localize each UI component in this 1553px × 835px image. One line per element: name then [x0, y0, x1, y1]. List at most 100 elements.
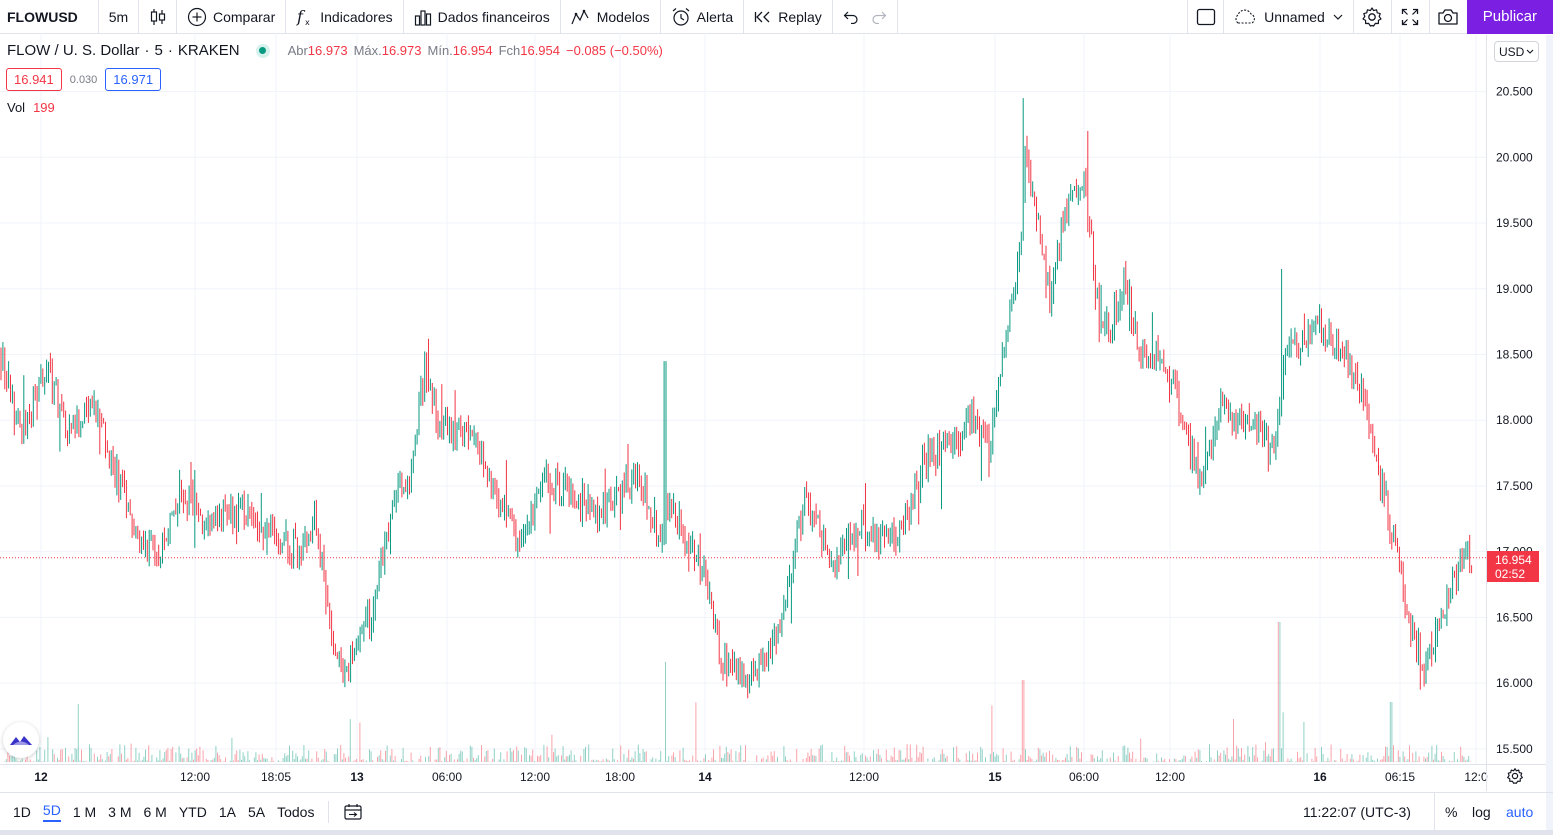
compare-button[interactable]: Comparar — [177, 0, 287, 34]
volume-bar — [33, 761, 34, 762]
volume-bar — [1316, 756, 1318, 762]
auto-scale-toggle[interactable]: auto — [1506, 793, 1533, 831]
volume-bar — [481, 745, 482, 762]
price-axis-label: 16.000 — [1496, 676, 1533, 690]
volume-bar — [553, 752, 554, 762]
axis-settings-icon[interactable] — [1506, 767, 1524, 785]
volume-bar — [1285, 761, 1287, 762]
ask-price: 16.971 — [113, 72, 154, 87]
range-button-3m[interactable]: 3 M — [102, 793, 137, 831]
volume-bar — [917, 757, 919, 762]
range-button-1d[interactable]: 1D — [7, 793, 37, 831]
range-button-ytd[interactable]: YTD — [173, 793, 213, 831]
chart-style-button[interactable] — [139, 0, 177, 34]
snapshot-button[interactable] — [1428, 0, 1467, 34]
volume-bar — [940, 754, 942, 762]
volume-bar — [783, 746, 785, 762]
percent-scale-toggle[interactable]: % — [1434, 793, 1457, 831]
volume-bar — [980, 746, 982, 762]
volume-bar — [572, 760, 574, 762]
volume-bar — [460, 750, 462, 762]
go-to-date-button[interactable] — [328, 800, 363, 823]
range-button-1m[interactable]: 1 M — [67, 793, 102, 831]
timezone-clock[interactable]: 11:22:07 (UTC-3) — [1303, 793, 1411, 831]
redo-icon[interactable] — [871, 10, 887, 24]
volume-bar — [271, 757, 273, 762]
volume-bar — [777, 756, 778, 762]
volume-bar — [146, 760, 148, 762]
price-chart[interactable]: 20.500 20.000 19.500 19.000 18.500 18.000 17.5… — [0, 35, 1546, 791]
currency-dropdown[interactable]: USD — [1494, 41, 1540, 62]
volume-bar — [703, 758, 705, 762]
interval-button[interactable]: 5m — [99, 0, 139, 34]
legend-title[interactable]: FLOW / U. S. Dollar — [7, 42, 140, 59]
templates-button[interactable]: Modelos — [561, 0, 661, 34]
log-scale-toggle[interactable]: log — [1472, 793, 1491, 831]
volume-bar — [4, 761, 6, 762]
volume-bar — [775, 761, 777, 762]
volume-bar — [60, 749, 62, 762]
volume-bar — [513, 750, 514, 762]
publish-button[interactable]: Publicar — [1466, 0, 1553, 34]
volume-bar — [914, 760, 916, 762]
financials-button[interactable]: Dados financeiros — [404, 0, 561, 34]
volume-bar — [1431, 745, 1433, 762]
chart-area[interactable]: 20.500 20.000 19.500 19.000 18.500 18.000 17.5… — [0, 35, 1553, 791]
tradingview-logo-button[interactable] — [3, 722, 39, 758]
layout-button[interactable] — [1187, 0, 1223, 34]
volume-bar — [1271, 749, 1273, 762]
legend-interval[interactable]: 5 — [154, 42, 163, 59]
fullscreen-button[interactable] — [1390, 0, 1429, 34]
range-button-5a[interactable]: 5A — [242, 793, 271, 831]
volume-bar — [1031, 759, 1033, 762]
volume-bar — [938, 760, 940, 762]
volume-bar — [807, 752, 809, 762]
range-button-todos[interactable]: Todos — [271, 793, 320, 831]
volume-bar — [444, 757, 446, 762]
bid-price-button[interactable]: 16.941 — [6, 68, 62, 91]
volume-bar — [493, 748, 495, 762]
volume-bar — [770, 751, 772, 762]
volume-legend[interactable]: Vol 199 — [7, 100, 55, 115]
range-button-1a[interactable]: 1A — [213, 793, 242, 831]
volume-bar — [1236, 745, 1238, 762]
volume-bar — [1356, 761, 1358, 762]
volume-bar — [1065, 757, 1066, 762]
volume-bar — [1370, 755, 1372, 762]
volume-bar — [383, 760, 385, 762]
undo-icon[interactable] — [843, 10, 859, 24]
volume-bar — [68, 756, 70, 762]
chevron-down-icon — [1526, 49, 1534, 54]
volume-bar — [1341, 758, 1343, 762]
volume-bar — [1426, 757, 1428, 762]
range-button-6m[interactable]: 6 M — [138, 793, 173, 831]
volume-bar — [157, 760, 159, 762]
ask-price-button[interactable]: 16.971 — [105, 68, 162, 91]
alert-button[interactable]: Alerta — [661, 0, 745, 34]
settings-button[interactable] — [1352, 0, 1391, 34]
volume-bar — [1109, 757, 1111, 762]
volume-bar — [1229, 760, 1231, 762]
undo-redo-group — [833, 0, 898, 34]
volume-bar — [719, 745, 721, 762]
market-status-icon[interactable] — [255, 43, 270, 58]
volume-bar — [666, 760, 668, 762]
volume-bar — [1346, 754, 1348, 762]
range-button-5d[interactable]: 5D — [37, 793, 67, 831]
volume-bar — [79, 760, 81, 762]
right-scroll-track[interactable] — [1546, 35, 1553, 830]
volume-bar — [1092, 754, 1094, 762]
volume-bar — [836, 757, 838, 762]
volume-bar — [713, 749, 714, 762]
legend-exchange[interactable]: KRAKEN — [177, 42, 240, 59]
volume-bar — [218, 755, 220, 762]
volume-bar — [1013, 759, 1015, 762]
symbol-search-button[interactable]: FLOWUSD — [0, 0, 99, 34]
volume-bar — [261, 753, 263, 762]
volume-bar — [1189, 759, 1191, 762]
replay-button[interactable]: Replay — [744, 0, 833, 34]
volume-bar — [1181, 758, 1183, 762]
layout-name-dropdown[interactable]: Unnamed — [1223, 0, 1353, 34]
volume-bar — [1372, 759, 1374, 762]
